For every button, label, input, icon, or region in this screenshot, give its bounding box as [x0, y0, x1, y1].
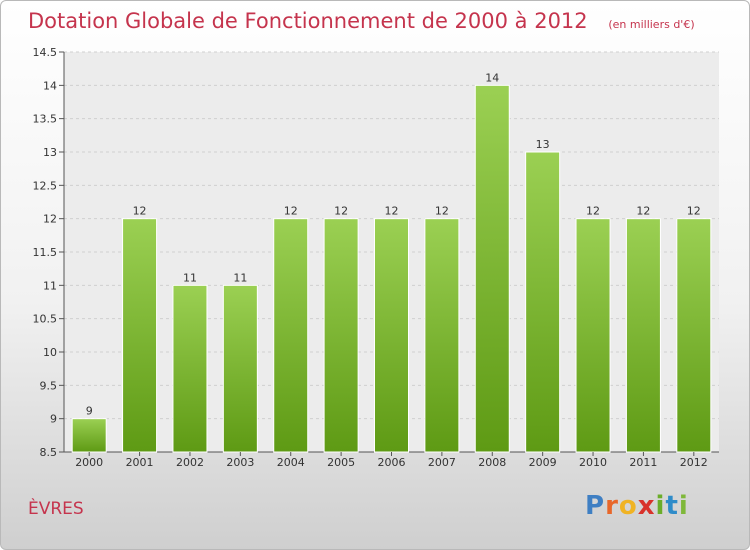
bar-value-label: 12: [133, 205, 147, 218]
y-tick-label: 14.5: [33, 46, 58, 59]
commune-name: ÈVRES: [28, 499, 84, 519]
logo-letter: i: [655, 491, 666, 521]
bar: [71, 418, 107, 453]
proxiti-logo[interactable]: Proxiti: [585, 491, 689, 521]
bar: [424, 218, 460, 453]
y-tick-label: 8.5: [40, 446, 58, 459]
bar: [474, 84, 510, 453]
logo-letter: i: [678, 491, 689, 521]
bar-value-label: 12: [284, 205, 298, 218]
y-tick-label: 11: [43, 279, 57, 292]
logo-letter: r: [605, 491, 619, 521]
logo-letter: x: [637, 491, 656, 521]
y-tick-label: 9: [50, 413, 57, 426]
x-tick-label: 2000: [75, 456, 103, 469]
bar-value-label: 12: [435, 205, 449, 218]
bar: [625, 218, 661, 453]
chart-title: Dotation Globale de Fonctionnement de 20…: [28, 9, 695, 33]
x-tick-label: 2002: [176, 456, 204, 469]
x-tick-label: 2003: [226, 456, 254, 469]
bar: [575, 218, 611, 453]
x-tick-label: 2001: [126, 456, 154, 469]
y-tick-label: 12.5: [33, 179, 58, 192]
bar-value-label: 13: [536, 138, 550, 151]
y-tick-label: 13: [43, 146, 57, 159]
bar-value-label: 9: [86, 405, 93, 418]
bar: [525, 151, 561, 453]
bar-value-label: 11: [233, 271, 247, 284]
x-tick-label: 2005: [327, 456, 355, 469]
bar-value-label: 14: [485, 71, 499, 84]
logo-letter: o: [618, 491, 638, 521]
y-tick-label: 13.5: [33, 113, 58, 126]
y-tick-label: 10.5: [33, 313, 58, 326]
logo-letter: P: [585, 491, 606, 521]
bar-value-label: 11: [183, 271, 197, 284]
bar: [676, 218, 712, 453]
bar-value-label: 12: [636, 205, 650, 218]
bar-value-label: 12: [385, 205, 399, 218]
bar: [222, 284, 258, 453]
y-tick-label: 14: [43, 79, 57, 92]
x-tick-label: 2010: [579, 456, 607, 469]
bar: [323, 218, 359, 453]
chart-unit: (en milliers d'€): [608, 18, 695, 31]
y-tick-label: 9.5: [40, 379, 58, 392]
bar-value-label: 12: [687, 205, 701, 218]
x-tick-label: 2004: [277, 456, 305, 469]
logo-letter: t: [665, 491, 679, 521]
x-tick-label: 2007: [428, 456, 456, 469]
x-tick-label: 2008: [478, 456, 506, 469]
y-tick-label: 10: [43, 346, 57, 359]
y-tick-label: 12: [43, 213, 57, 226]
x-tick-label: 2011: [629, 456, 657, 469]
bar: [172, 284, 208, 453]
y-tick-label: 11.5: [33, 246, 58, 259]
bar-value-label: 12: [586, 205, 600, 218]
x-tick-label: 2012: [680, 456, 708, 469]
bar: [374, 218, 409, 453]
chart-title-text: Dotation Globale de Fonctionnement de 20…: [28, 9, 588, 33]
bar-value-label: 12: [334, 205, 348, 218]
x-tick-label: 2006: [378, 456, 406, 469]
bar: [273, 218, 309, 453]
bar: [122, 218, 158, 453]
x-tick-label: 2009: [529, 456, 557, 469]
